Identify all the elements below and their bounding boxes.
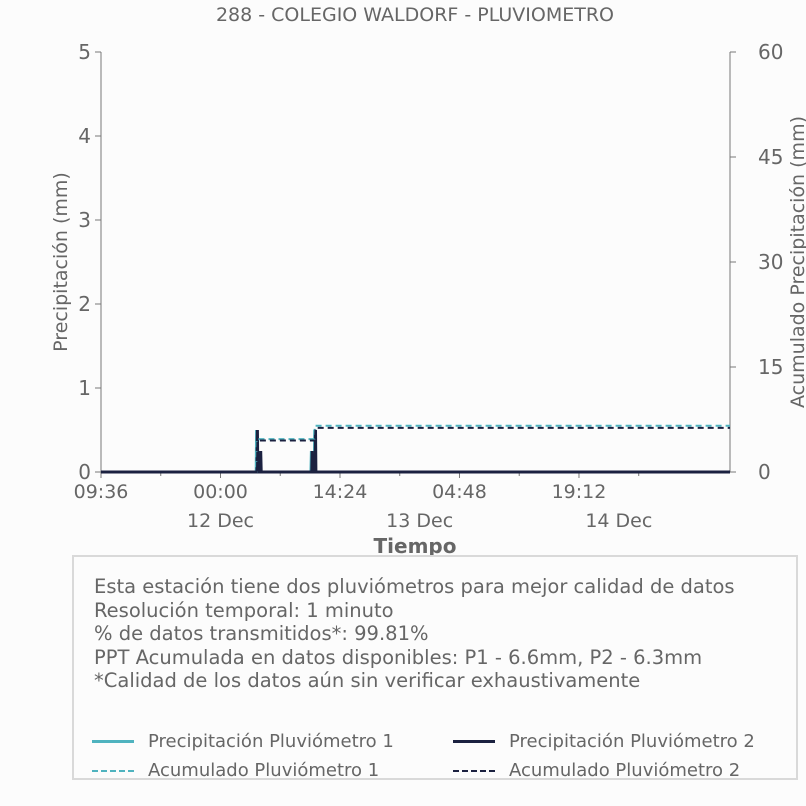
y2-tick-label: 15 bbox=[758, 355, 783, 379]
info-line: % de datos transmitidos*: 99.81% bbox=[94, 622, 429, 646]
info-line: PPT Acumulada en datos disponibles: P1 -… bbox=[94, 645, 703, 669]
x-day-label: 13 Dec bbox=[386, 510, 453, 532]
chart: 288 - COLEGIO WALDORF - PLUVIOMETRO 0 1 2 3… bbox=[50, 4, 806, 558]
legend-item-p1: Precipitación Pluviómetro 1 bbox=[92, 731, 394, 752]
legend-label: Acumulado Pluviómetro 1 bbox=[148, 760, 380, 781]
x-day-label: 14 Dec bbox=[585, 510, 652, 532]
y-axis-label: Precipitación (mm) bbox=[50, 172, 72, 352]
legend-swatch-acum-p1 bbox=[92, 769, 134, 772]
legend-label: Acumulado Pluviómetro 2 bbox=[509, 760, 741, 781]
plot-series bbox=[101, 424, 730, 474]
x-day-label: 12 Dec bbox=[187, 510, 254, 532]
legend-swatch-p2 bbox=[453, 740, 495, 743]
legend-item-acum-p1: Acumulado Pluviómetro 1 bbox=[92, 760, 379, 781]
info-legend-box: Esta estación tiene dos pluviómetros par… bbox=[72, 555, 798, 781]
y2-tick-label: 0 bbox=[758, 460, 771, 484]
x-tick-label: 14:24 bbox=[313, 481, 368, 503]
x-axis-label: Tiempo bbox=[374, 534, 457, 558]
y2-tick-label: 45 bbox=[758, 145, 783, 169]
x-tick-label: 00:00 bbox=[193, 481, 248, 503]
info-line: Esta estación tiene dos pluviómetros par… bbox=[94, 575, 735, 598]
y-tick-label: 1 bbox=[78, 376, 91, 400]
series-line-2 bbox=[101, 429, 730, 474]
info-line: *Calidad de los datos aún sin verificar … bbox=[94, 669, 641, 693]
y2-tick-label: 30 bbox=[758, 250, 783, 274]
legend-label: Precipitación Pluviómetro 2 bbox=[509, 731, 755, 752]
y-tick-label: 3 bbox=[78, 208, 91, 232]
legend-item-acum-p2: Acumulado Pluviómetro 2 bbox=[453, 760, 740, 781]
x-tick-label: 09:36 bbox=[74, 481, 129, 503]
x-tick-label: 04:48 bbox=[432, 481, 487, 503]
y-tick-label: 5 bbox=[78, 40, 91, 64]
legend-swatch-acum-p2 bbox=[453, 769, 495, 772]
y-tick-label: 4 bbox=[78, 124, 91, 148]
legend-swatch-p1 bbox=[92, 740, 134, 743]
series-line-4 bbox=[101, 426, 730, 473]
legend-label: Precipitación Pluviómetro 1 bbox=[148, 731, 394, 752]
y-tick-label: 0 bbox=[78, 460, 91, 484]
y2-tick-label: 60 bbox=[758, 40, 783, 64]
series-line-3 bbox=[101, 424, 730, 473]
info-line: Resolución temporal: 1 minuto bbox=[94, 598, 394, 622]
y2-axis-label: Acumulado Precipitación (mm) bbox=[787, 116, 806, 408]
chart-title: 288 - COLEGIO WALDORF - PLUVIOMETRO bbox=[216, 4, 614, 26]
info-text: Esta estación tiene dos pluviómetros par… bbox=[94, 575, 735, 693]
legend-item-p2: Precipitación Pluviómetro 2 bbox=[453, 731, 755, 752]
series-line-1 bbox=[101, 429, 730, 474]
x-tick-label: 19:12 bbox=[552, 481, 607, 503]
y-tick-label: 2 bbox=[78, 292, 91, 316]
